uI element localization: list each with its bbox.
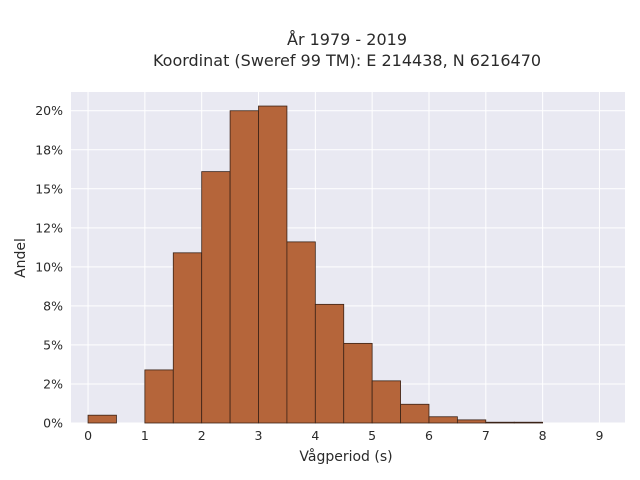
chart-title-line2: Koordinat (Sweref 99 TM): E 214438, N 62… — [153, 51, 541, 70]
histogram-bar — [172, 252, 203, 424]
y-tick-label: 12% — [35, 220, 63, 235]
histogram-bar — [87, 414, 117, 424]
x-tick-label: 1 — [141, 428, 149, 443]
y-tick-label: 18% — [35, 142, 63, 157]
x-tick-labels: 0 1 2 3 4 5 6 7 8 9 — [84, 428, 603, 443]
y-tick-label: 8% — [43, 298, 63, 313]
y-tick-label: 15% — [35, 181, 63, 196]
y-tick-label: 5% — [43, 337, 63, 352]
chart-title-line1: År 1979 - 2019 — [287, 30, 407, 49]
histogram-bar — [428, 416, 458, 424]
y-tick-label: 0% — [43, 416, 63, 431]
x-tick-label: 4 — [311, 428, 319, 443]
x-tick-label: 9 — [595, 428, 603, 443]
x-tick-label: 6 — [425, 428, 433, 443]
histogram-bar — [485, 421, 515, 424]
y-tick-labels: 0% 2% 5% 8% 10% 12% 15% 18% 20% — [35, 103, 63, 430]
histogram-bar — [229, 110, 259, 424]
x-tick-label: 8 — [539, 428, 547, 443]
histogram-bar — [513, 421, 544, 424]
histogram-bar — [144, 369, 174, 424]
x-tick-label: 3 — [255, 428, 263, 443]
histogram-bar — [258, 105, 288, 424]
histogram-bar — [286, 241, 316, 424]
histogram-bar — [201, 171, 231, 424]
y-tick-label: 20% — [35, 103, 63, 118]
histogram-bars — [87, 105, 544, 424]
histogram-bar — [314, 303, 345, 424]
x-tick-label: 2 — [198, 428, 206, 443]
histogram-bar — [456, 419, 487, 424]
y-axis-label: Andel — [13, 238, 29, 278]
histogram-bar — [400, 403, 430, 424]
x-tick-label: 7 — [482, 428, 490, 443]
histogram-bar — [343, 342, 373, 424]
y-tick-label: 2% — [43, 376, 63, 391]
x-tick-label: 5 — [368, 428, 376, 443]
x-tick-label: 0 — [84, 428, 92, 443]
x-axis-label: Vågperiod (s) — [299, 448, 392, 465]
y-tick-label: 10% — [35, 259, 63, 274]
histogram-bar — [371, 380, 401, 424]
